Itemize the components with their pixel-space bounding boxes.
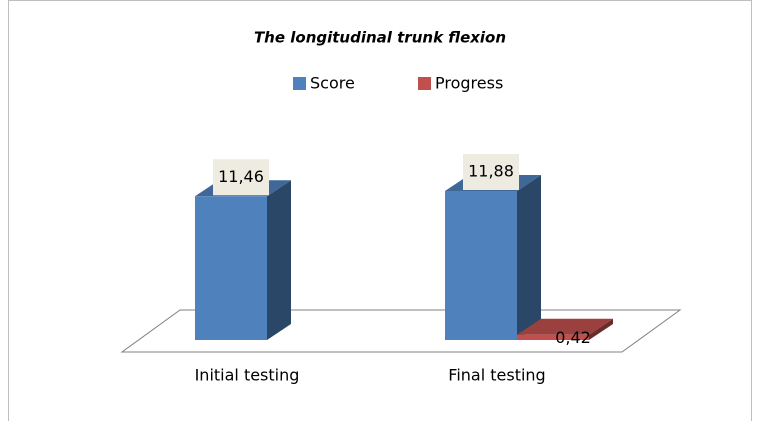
bar-side	[589, 318, 613, 340]
legend-label: Score	[310, 74, 355, 93]
value-label-box	[213, 159, 269, 196]
legend-label: Progress	[435, 74, 503, 93]
x-tick-label: Initial testing	[195, 366, 300, 385]
value-label: 0,42	[555, 328, 591, 347]
bar	[195, 196, 267, 340]
legend-swatch	[293, 77, 306, 90]
value-label-box	[463, 154, 519, 190]
bar-side	[267, 180, 291, 340]
legend-swatch	[418, 77, 431, 90]
bar	[445, 191, 517, 340]
x-tick-label: Final testing	[448, 366, 545, 385]
bar	[517, 334, 589, 340]
value-label: 11,88	[468, 162, 514, 181]
chart-frame	[8, 0, 752, 425]
chart-title: The longitudinal trunk flexion	[254, 29, 506, 47]
bar-top	[517, 318, 613, 335]
bar-side	[517, 175, 541, 340]
value-label: 11,46	[218, 167, 264, 186]
